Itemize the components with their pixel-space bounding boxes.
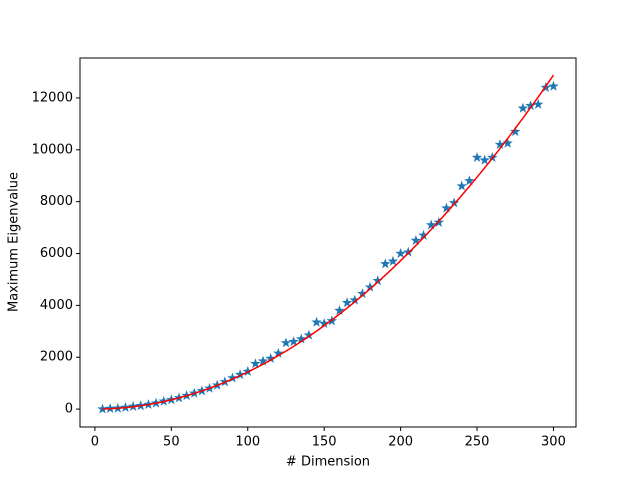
data-point — [464, 175, 475, 186]
x-tick-label: 150 — [312, 435, 337, 450]
data-point — [234, 369, 246, 380]
data-point — [494, 139, 506, 150]
data-point — [372, 275, 383, 286]
data-point — [341, 297, 353, 308]
data-point — [357, 288, 368, 299]
data-point — [227, 372, 238, 383]
data-point — [395, 248, 406, 258]
y-tick-label: 12000 — [32, 90, 73, 105]
data-point — [318, 318, 330, 328]
data-point — [273, 347, 284, 358]
x-tick-label: 200 — [388, 435, 413, 450]
data-point — [158, 395, 169, 406]
data-point — [303, 329, 315, 340]
data-point — [471, 152, 483, 163]
data-point — [479, 154, 490, 165]
data-point — [127, 401, 139, 411]
x-tick-label: 300 — [541, 435, 566, 450]
data-point — [380, 258, 391, 269]
plot-frame — [79, 57, 577, 428]
data-point — [517, 102, 529, 113]
data-point — [502, 137, 513, 148]
data-point — [280, 337, 292, 348]
data-point — [448, 197, 460, 208]
y-axis-label: Maximum Eigenvalue — [7, 172, 22, 312]
data-point — [288, 336, 299, 347]
data-point — [219, 376, 231, 387]
data-point — [296, 333, 307, 344]
data-point — [250, 358, 261, 369]
data-point — [311, 316, 322, 327]
fit-line — [102, 74, 555, 410]
y-tick-label: 8000 — [40, 194, 73, 209]
y-tick-label: 0 — [65, 402, 73, 417]
y-tick-label: 4000 — [40, 298, 73, 313]
data-point — [410, 235, 422, 245]
data-point — [532, 98, 544, 109]
x-tick-label: 0 — [91, 435, 99, 450]
data-point — [441, 202, 452, 213]
data-point — [525, 100, 536, 111]
x-axis-label: # Dimension — [286, 455, 370, 470]
data-point — [510, 126, 521, 137]
y-tick-label: 6000 — [40, 246, 73, 261]
data-point — [548, 80, 559, 91]
data-point — [403, 246, 414, 257]
data-point — [265, 353, 276, 363]
data-point — [349, 294, 360, 305]
data-point — [418, 229, 429, 240]
data-point — [257, 355, 269, 366]
y-tick-label: 10000 — [32, 142, 73, 157]
data-point — [456, 180, 467, 191]
data-point — [425, 219, 437, 230]
data-point — [334, 305, 345, 316]
y-tick-label: 2000 — [40, 350, 73, 365]
data-point — [242, 366, 253, 376]
data-point — [364, 281, 376, 292]
data-point — [387, 255, 399, 266]
x-tick-label: 100 — [235, 435, 260, 450]
x-tick-label: 50 — [163, 435, 180, 450]
x-tick-label: 250 — [465, 435, 490, 450]
